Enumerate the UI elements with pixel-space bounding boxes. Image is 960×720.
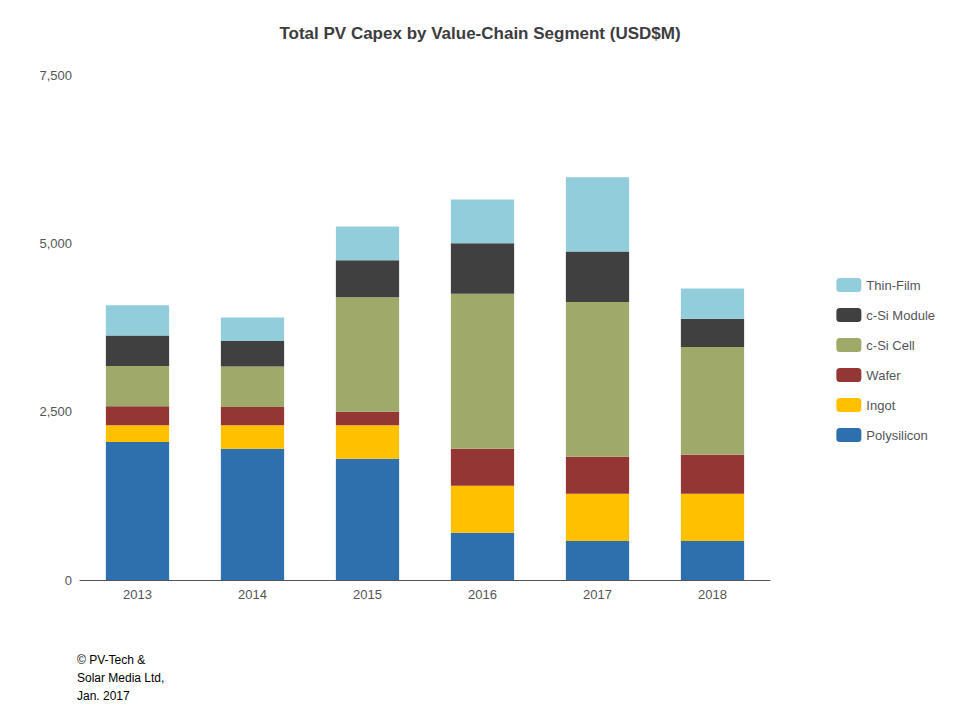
svg-text:2018: 2018 — [698, 587, 727, 602]
svg-text:2016: 2016 — [468, 587, 497, 602]
svg-text:Polysilicon: Polysilicon — [866, 428, 927, 443]
svg-text:2014: 2014 — [238, 587, 267, 602]
svg-text:2013: 2013 — [123, 587, 152, 602]
svg-text:2,500: 2,500 — [39, 404, 72, 419]
svg-text:Solar Media Ltd,: Solar Media Ltd, — [77, 671, 164, 685]
svg-text:Ingot: Ingot — [866, 398, 895, 413]
svg-text:Total PV Capex by Value-Chain: Total PV Capex by Value-Chain Segment (U… — [279, 24, 680, 43]
svg-text:Thin-Film: Thin-Film — [866, 278, 920, 293]
svg-text:2015: 2015 — [353, 587, 382, 602]
svg-text:c-Si Module: c-Si Module — [866, 308, 935, 323]
svg-text:Wafer: Wafer — [866, 368, 901, 383]
svg-text:5,000: 5,000 — [39, 236, 72, 251]
svg-text:c-Si Cell: c-Si Cell — [866, 338, 915, 353]
svg-text:© PV-Tech &: © PV-Tech & — [77, 653, 145, 667]
svg-text:7,500: 7,500 — [39, 68, 72, 83]
svg-text:0: 0 — [65, 573, 72, 588]
svg-text:2017: 2017 — [583, 587, 612, 602]
svg-text:Jan. 2017: Jan. 2017 — [77, 689, 130, 703]
